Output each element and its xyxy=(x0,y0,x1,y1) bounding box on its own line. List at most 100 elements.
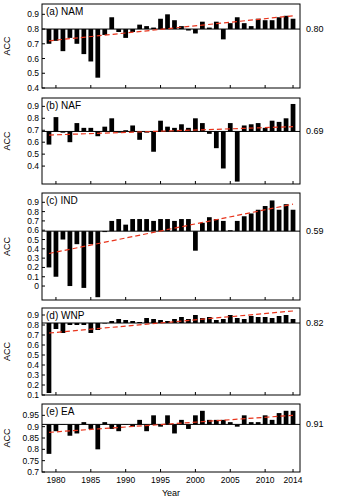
y-tick xyxy=(42,202,45,203)
bar xyxy=(193,231,198,251)
y-tick xyxy=(42,166,45,167)
x-tick xyxy=(293,181,294,184)
y-tick-label: 0.1 xyxy=(27,390,39,400)
bar xyxy=(74,123,79,131)
bar xyxy=(137,219,142,231)
y-tick-label: 0.75 xyxy=(22,456,39,466)
x-tick-label: 2000 xyxy=(186,475,205,485)
x-tick-label: 1980 xyxy=(46,475,65,485)
y-tick-label: 0.3 xyxy=(27,253,39,263)
bar xyxy=(54,424,59,431)
bar xyxy=(109,17,114,29)
x-tick xyxy=(293,85,294,88)
y-tick xyxy=(42,365,45,366)
baseline xyxy=(42,231,300,232)
y-tick xyxy=(42,449,45,450)
bar xyxy=(144,219,149,231)
x-tick xyxy=(293,469,294,472)
bar xyxy=(158,19,163,29)
bar xyxy=(214,131,219,148)
bar xyxy=(88,128,93,132)
y-tick-label: 0.5 xyxy=(27,235,39,245)
bar xyxy=(270,20,275,29)
bar xyxy=(263,128,268,132)
x-tick-label: 2005 xyxy=(221,475,240,485)
bar xyxy=(95,424,100,449)
bar xyxy=(193,315,198,323)
marks xyxy=(42,14,300,77)
bar xyxy=(284,16,289,29)
x-tick xyxy=(160,181,161,184)
bar xyxy=(88,323,93,333)
x-tick xyxy=(230,297,231,300)
y-axis-label: ACC xyxy=(2,237,12,257)
y-tick-label: 0.5 xyxy=(27,68,39,78)
bar xyxy=(200,223,205,231)
bar xyxy=(95,231,100,297)
bar xyxy=(151,131,156,151)
bar xyxy=(172,424,177,433)
y-tick xyxy=(42,415,45,416)
bar xyxy=(270,420,275,425)
bar xyxy=(242,415,247,424)
x-tick xyxy=(265,392,266,395)
x-tick xyxy=(230,85,231,88)
x-tick xyxy=(195,297,196,300)
bar xyxy=(235,221,240,231)
bar xyxy=(214,22,219,29)
y-tick xyxy=(42,258,45,259)
x-tick xyxy=(265,85,266,88)
y-tick-label: 0.9 xyxy=(27,310,39,320)
y-tick xyxy=(42,375,45,376)
x-tick xyxy=(125,297,126,300)
trend-line xyxy=(49,204,293,253)
bar xyxy=(116,219,121,231)
bar xyxy=(221,131,226,168)
x-tick xyxy=(160,392,161,395)
panel: 0.40.50.60.70.80.9(a) NAMACC0.80 xyxy=(2,4,324,93)
marks xyxy=(42,311,300,393)
y-tick-label: 0.7 xyxy=(27,125,39,135)
bar xyxy=(61,231,66,239)
bar xyxy=(270,200,275,231)
panel: 0.40.50.60.70.80.9(b) NAFACC0.69 xyxy=(2,98,324,184)
bar xyxy=(74,29,79,44)
y-tick xyxy=(42,315,45,316)
bar xyxy=(291,210,296,231)
bar xyxy=(249,213,254,231)
marks xyxy=(42,411,300,454)
panel-title: (c) IND xyxy=(46,195,78,206)
y-tick-label: 0.95 xyxy=(22,410,39,420)
marks xyxy=(42,104,300,182)
bar xyxy=(88,424,93,429)
x-tick xyxy=(195,469,196,472)
mean-label: 0.91 xyxy=(306,419,324,429)
figure: 0.40.50.60.70.80.9(a) NAMACC0.800.40.50.… xyxy=(0,0,353,500)
x-tick xyxy=(230,469,231,472)
y-tick-label: 0.7 xyxy=(27,330,39,340)
y-tick xyxy=(42,335,45,336)
bar xyxy=(284,411,289,425)
x-tick-label: 2014 xyxy=(284,475,303,485)
marks xyxy=(42,200,300,297)
x-tick xyxy=(265,181,266,184)
mean-label: 0.80 xyxy=(306,24,324,34)
bar xyxy=(277,210,282,231)
x-tick xyxy=(55,85,56,88)
bar xyxy=(81,29,86,54)
bar xyxy=(158,219,163,231)
bar xyxy=(249,316,254,323)
bar xyxy=(242,216,247,231)
bar xyxy=(116,319,121,323)
mean-label: 0.59 xyxy=(306,226,324,236)
y-tick xyxy=(42,325,45,326)
y-tick xyxy=(42,154,45,155)
x-tick xyxy=(55,469,56,472)
y-tick-label: 0.8 xyxy=(27,207,39,217)
bar xyxy=(109,221,114,231)
x-axis-label: Year xyxy=(162,488,180,498)
y-tick xyxy=(42,230,45,231)
bar xyxy=(151,221,156,231)
bar xyxy=(242,319,247,323)
x-tick xyxy=(230,392,231,395)
